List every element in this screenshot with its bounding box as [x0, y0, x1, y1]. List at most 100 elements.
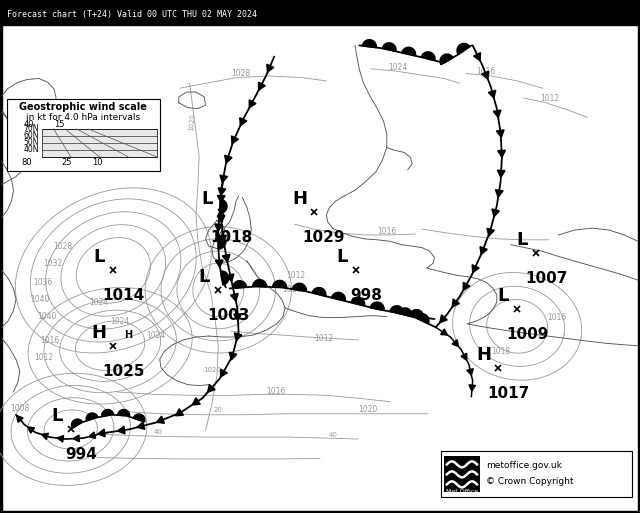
Polygon shape [497, 170, 505, 177]
Text: H: H [292, 190, 307, 208]
Polygon shape [229, 352, 237, 360]
Text: 1024: 1024 [146, 330, 165, 340]
Text: in kt for 4.0 hPa intervals: in kt for 4.0 hPa intervals [26, 113, 140, 122]
Text: H: H [92, 324, 107, 342]
Polygon shape [102, 409, 114, 417]
Polygon shape [157, 416, 164, 423]
Polygon shape [133, 414, 145, 422]
Text: 20: 20 [214, 407, 223, 413]
Text: H: H [124, 330, 132, 340]
Text: 1016: 1016 [266, 387, 285, 397]
Polygon shape [474, 53, 481, 61]
Text: 40: 40 [24, 121, 35, 129]
Polygon shape [482, 71, 489, 79]
Polygon shape [497, 130, 504, 137]
Polygon shape [312, 287, 326, 296]
Polygon shape [249, 100, 256, 108]
Polygon shape [227, 274, 234, 282]
Text: © Crown Copyright: © Crown Copyright [486, 477, 573, 486]
Text: 1003: 1003 [207, 308, 250, 323]
Text: 1040: 1040 [31, 295, 50, 304]
Polygon shape [498, 150, 506, 157]
Polygon shape [42, 433, 49, 440]
Text: 40: 40 [328, 432, 337, 438]
Polygon shape [230, 293, 238, 301]
Text: 1028: 1028 [231, 69, 250, 78]
Polygon shape [362, 40, 376, 48]
Text: H: H [477, 346, 492, 364]
Polygon shape [452, 299, 460, 307]
Text: L: L [93, 248, 105, 266]
Text: 10: 10 [92, 159, 102, 167]
Polygon shape [495, 190, 503, 197]
Polygon shape [493, 110, 501, 117]
Polygon shape [234, 314, 241, 321]
Polygon shape [219, 235, 227, 243]
Bar [444, 456, 480, 492]
Text: 1016: 1016 [282, 285, 301, 294]
Polygon shape [72, 419, 83, 428]
Polygon shape [221, 271, 228, 285]
Polygon shape [240, 117, 247, 126]
Polygon shape [220, 175, 227, 183]
Bar [42, 129, 157, 157]
Polygon shape [218, 188, 226, 195]
Polygon shape [440, 329, 447, 335]
Polygon shape [351, 297, 365, 306]
Polygon shape [220, 200, 227, 213]
Polygon shape [472, 265, 479, 273]
Polygon shape [192, 398, 200, 405]
Polygon shape [73, 435, 79, 442]
Polygon shape [487, 228, 494, 236]
Text: 1017: 1017 [487, 386, 529, 401]
Polygon shape [467, 369, 473, 376]
Text: 1009: 1009 [506, 327, 548, 342]
Polygon shape [440, 315, 447, 323]
Bar [441, 451, 632, 498]
Text: 1029: 1029 [302, 230, 345, 245]
Text: L: L [198, 268, 210, 286]
Text: 1032: 1032 [44, 259, 63, 268]
Polygon shape [416, 314, 429, 324]
Polygon shape [402, 47, 415, 56]
Text: Met Office: Met Office [446, 489, 478, 495]
Polygon shape [292, 283, 307, 291]
Text: 40: 40 [154, 429, 163, 435]
Text: 1016: 1016 [377, 227, 396, 236]
Polygon shape [382, 43, 396, 51]
Text: L: L [202, 190, 213, 208]
Polygon shape [457, 44, 470, 54]
Text: 1012: 1012 [286, 271, 305, 280]
Polygon shape [234, 333, 242, 341]
Text: 1040: 1040 [37, 312, 56, 321]
Polygon shape [410, 309, 424, 318]
Polygon shape [463, 282, 470, 290]
Text: 50N: 50N [24, 139, 39, 147]
Polygon shape [137, 422, 145, 429]
Polygon shape [207, 384, 215, 392]
Polygon shape [469, 385, 476, 391]
Text: 1028: 1028 [53, 242, 72, 251]
Polygon shape [98, 429, 105, 437]
Polygon shape [390, 306, 404, 314]
Text: 1016: 1016 [40, 337, 60, 345]
Polygon shape [461, 353, 467, 360]
Text: L: L [337, 248, 348, 266]
Text: 1007: 1007 [525, 271, 568, 286]
Text: 1024: 1024 [388, 63, 408, 72]
Polygon shape [175, 409, 184, 416]
Polygon shape [232, 136, 239, 144]
Polygon shape [488, 90, 496, 98]
Polygon shape [221, 369, 227, 377]
Text: 1024: 1024 [89, 298, 108, 307]
Text: 1018: 1018 [211, 230, 253, 245]
Text: 1012: 1012 [34, 353, 53, 362]
Text: 1016: 1016 [476, 67, 495, 76]
Text: 1025: 1025 [102, 364, 145, 379]
Text: 70N: 70N [24, 124, 39, 133]
Polygon shape [118, 409, 130, 416]
Text: L: L [497, 287, 509, 305]
Text: 1020: 1020 [358, 405, 378, 415]
Polygon shape [233, 281, 246, 288]
Polygon shape [217, 215, 225, 223]
